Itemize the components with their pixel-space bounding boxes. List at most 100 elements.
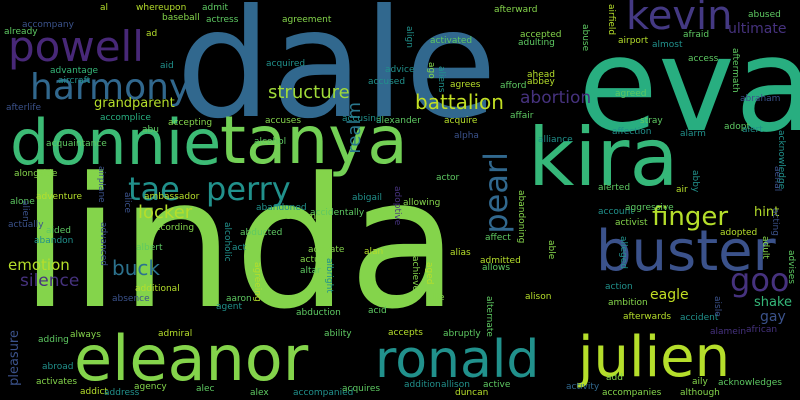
word-alternate: alternate	[484, 296, 494, 337]
word-gay: gay	[760, 309, 786, 325]
word-addition: addition	[404, 380, 441, 390]
word-airfield: airfield	[606, 4, 616, 36]
word-able: able	[546, 240, 556, 260]
word-alien: alien	[20, 200, 30, 222]
word-alamein: alamein	[710, 327, 747, 337]
word-adding: adding	[38, 335, 69, 345]
word-alert: alert	[742, 125, 763, 135]
word-agent: agent	[216, 302, 242, 312]
word-tae: tae	[128, 170, 180, 208]
word-addict: addict	[80, 387, 108, 397]
word-baseball: baseball	[162, 13, 200, 23]
word-aided: aided	[46, 226, 71, 236]
word-acquires: acquires	[342, 384, 381, 394]
word-agreeing: agreeing	[252, 262, 262, 302]
word-adopted: adopted	[720, 228, 758, 238]
word-abby: abby	[690, 170, 700, 193]
word-shake: shake	[754, 295, 793, 310]
word-allows: allows	[482, 263, 511, 273]
word-abu: abu	[142, 125, 159, 135]
word-allie: allie	[426, 293, 445, 303]
word-already: already	[4, 27, 38, 37]
word-aerial: aerial	[772, 166, 782, 192]
word-goo: goo	[730, 261, 790, 299]
word-accuses: accuses	[265, 116, 302, 126]
word-eleanor: eleanor	[74, 322, 309, 395]
word-abandoning: abandoning	[516, 190, 526, 244]
word-access: access	[688, 54, 719, 64]
word-activated: activated	[430, 36, 473, 46]
word-acquaintance: acquaintance	[46, 139, 107, 149]
word-harmony: harmony	[30, 67, 191, 108]
word-acting: acting	[770, 208, 780, 236]
word-eagle: eagle	[650, 287, 689, 303]
word-advice: advice	[385, 65, 415, 75]
word-account: account	[598, 207, 634, 217]
word-advantage: advantage	[50, 66, 99, 76]
word-activate: activate	[308, 245, 345, 255]
word-ago: ago	[426, 62, 436, 79]
word-alerted: alerted	[598, 183, 631, 193]
word-accepted: accepted	[520, 30, 562, 40]
word-acquire: acquire	[444, 116, 478, 126]
word-alice: alice	[122, 192, 132, 214]
word-ad: ad	[146, 29, 158, 39]
word-always: always	[70, 330, 101, 340]
word-afterward: afterward	[494, 5, 538, 15]
word-aggressive: aggressive	[625, 203, 674, 213]
word-battalion: battalion	[415, 90, 504, 114]
word-admitted: admitted	[480, 256, 521, 266]
word-silence: silence	[20, 271, 80, 291]
word-alex: alex	[250, 388, 269, 398]
word-emotion: emotion	[8, 256, 70, 274]
word-realm: realm	[344, 102, 365, 154]
word-altar: altar	[300, 266, 321, 276]
word-airport: airport	[618, 36, 649, 46]
word-ambassador: ambassador	[144, 192, 200, 202]
word-affection: affection	[612, 127, 652, 137]
word-abuse: abuse	[580, 24, 590, 52]
word-activates: activates	[36, 377, 78, 387]
word-add: add	[606, 373, 623, 383]
word-grandparent: grandparent	[94, 96, 175, 111]
word-alec2: alan	[364, 247, 384, 257]
word-afraid: afraid	[683, 30, 710, 40]
word-adoptive: adoptive	[392, 186, 402, 226]
word-alexander: alexander	[376, 116, 421, 126]
word-alleged: alleged	[618, 236, 628, 270]
word-al: al	[100, 3, 109, 13]
word-air: air	[676, 185, 688, 195]
word-african: african	[746, 325, 778, 335]
word-agreement: agreement	[282, 15, 332, 25]
word-linda: linda	[20, 140, 459, 349]
word-acid: acid	[368, 306, 387, 316]
word-almost: almost	[652, 40, 683, 50]
word-tanya: tanya	[220, 102, 408, 179]
word-achieve: achieve	[410, 256, 420, 292]
word-alec: alec	[196, 384, 215, 394]
word-whereupon: whereupon	[136, 3, 187, 13]
word-accomplice: accomplice	[100, 113, 151, 123]
word-stray: stray	[640, 116, 663, 126]
word-afterwards: afterwards	[623, 312, 672, 322]
word-accepts: accepts	[388, 328, 423, 338]
word-alarm: alarm	[680, 129, 706, 139]
word-abraham: abraham	[740, 94, 781, 104]
word-additional: additional	[135, 284, 180, 294]
word-accompanies: accompanies	[602, 388, 662, 398]
word-activist: activist	[615, 218, 648, 228]
word-locker: locker	[138, 202, 193, 223]
word-powell: powell	[8, 22, 144, 71]
word-alongside: alongside	[14, 169, 58, 179]
word-albright: albright	[324, 258, 334, 293]
word-address: address	[104, 388, 140, 398]
word-buck: buck	[112, 256, 160, 280]
word-julien: julien	[578, 325, 731, 390]
word-actor: actor	[436, 173, 460, 183]
word-hint: hint	[754, 205, 780, 220]
word-act: act	[232, 243, 246, 253]
word-ahead: ahead	[527, 70, 555, 80]
word-advises: advises	[786, 250, 796, 284]
word-accident: accident	[680, 313, 719, 323]
